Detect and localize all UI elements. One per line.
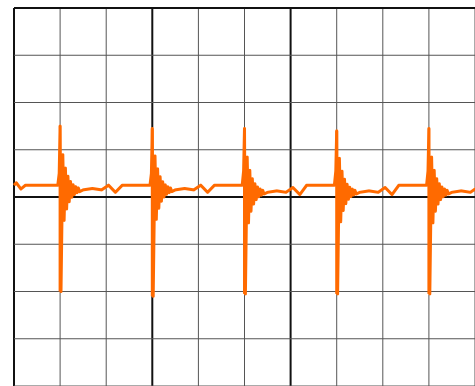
series-trace xyxy=(12,124,475,298)
